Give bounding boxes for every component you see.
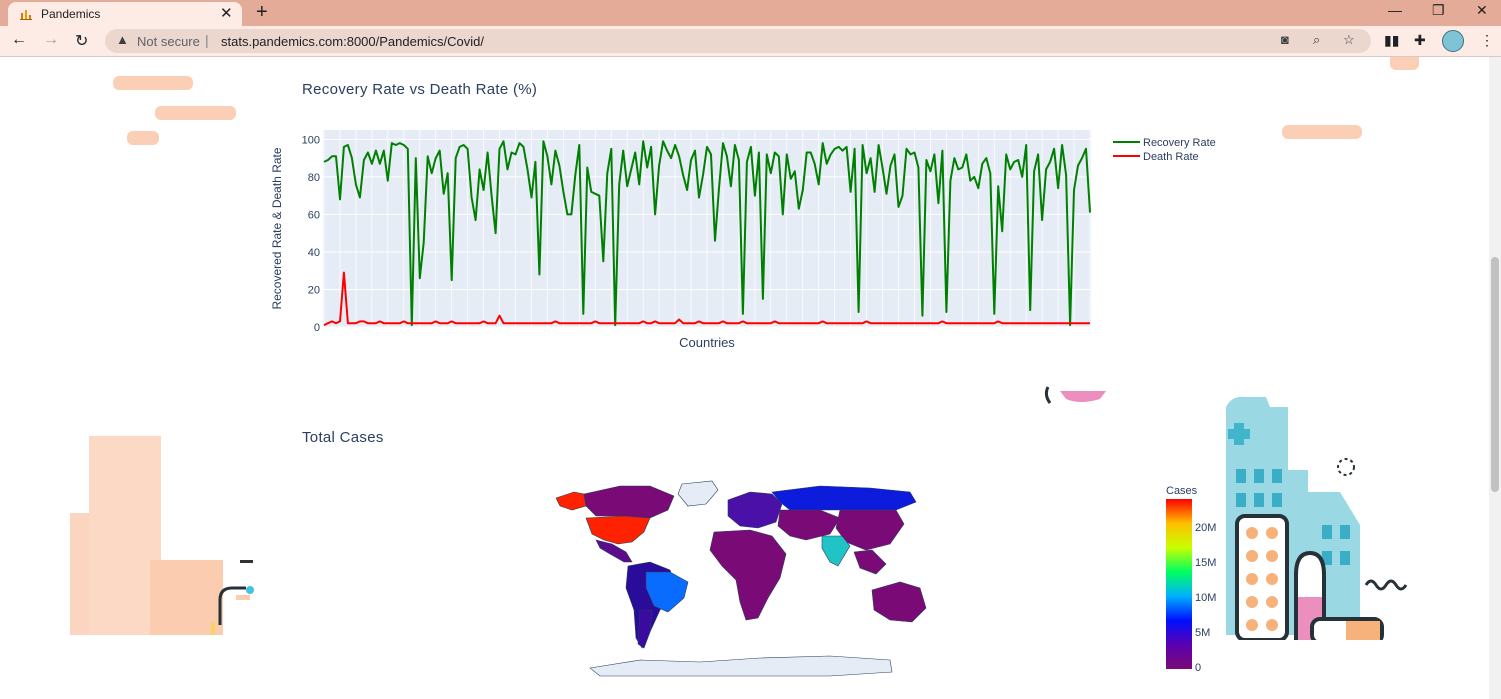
forward-icon[interactable]: → bbox=[43, 31, 59, 48]
tab-close-icon[interactable]: ✕ bbox=[220, 5, 233, 22]
decor-pill bbox=[127, 131, 159, 145]
map-region-canada[interactable] bbox=[583, 485, 675, 519]
reload-icon[interactable]: ↻ bbox=[75, 33, 89, 50]
colorbar-tick-label: 10M bbox=[1195, 592, 1217, 604]
colorbar-tick-label: 15M bbox=[1195, 557, 1217, 569]
chart-favicon-icon bbox=[20, 10, 32, 20]
map-region-southeast-asia[interactable] bbox=[853, 549, 887, 575]
y-tick-label: 60 bbox=[308, 209, 320, 221]
map-region-europe[interactable] bbox=[727, 491, 783, 529]
map-region-russia[interactable] bbox=[771, 485, 917, 511]
series-line-recovery bbox=[323, 140, 1091, 327]
y-tick-label: 0 bbox=[314, 322, 320, 334]
bookmark-star-icon[interactable]: ☆ bbox=[1343, 32, 1355, 47]
y-axis-label: Recovered Rate & Death Rate bbox=[270, 147, 284, 309]
browser-tab[interactable]: Pandemics ✕ bbox=[8, 2, 242, 26]
decor-pill bbox=[155, 106, 236, 120]
colorbar-tick-label: 20M bbox=[1195, 522, 1217, 534]
chart-title: Recovery Rate vs Death Rate (%) bbox=[302, 81, 538, 98]
warning-icon[interactable]: ▲ bbox=[116, 32, 129, 47]
colorbar-tick-label: 5M bbox=[1195, 627, 1211, 639]
y-tick-label: 80 bbox=[308, 172, 320, 184]
decor-pill bbox=[113, 76, 193, 90]
hospital-illustration bbox=[1044, 386, 1408, 640]
map-region-brazil[interactable] bbox=[645, 571, 689, 613]
map-region-usa[interactable] bbox=[585, 515, 651, 545]
url-text[interactable]: stats.pandemics.com:8000/Pandemics/Covid… bbox=[221, 34, 485, 49]
y-tick-label: 40 bbox=[308, 247, 320, 259]
tab-title: Pandemics bbox=[41, 7, 101, 21]
x-axis-label: Countries bbox=[679, 335, 735, 350]
map-region-greenland[interactable] bbox=[677, 480, 719, 507]
colorbar bbox=[1166, 499, 1192, 669]
map-region-argentina[interactable] bbox=[637, 609, 653, 649]
tab-strip: Pandemics ✕ + — ❐ ✕ bbox=[0, 0, 1501, 26]
recovery-death-line-chart[interactable]: 0 20 40 60 80 100 Countries Recovered Rate & De… bbox=[260, 120, 1240, 360]
page-scrollbar[interactable] bbox=[1489, 57, 1501, 699]
map-region-india[interactable] bbox=[821, 535, 851, 567]
camera-blocked-icon[interactable]: ◙ bbox=[1281, 32, 1289, 47]
y-tick-label: 20 bbox=[308, 284, 320, 296]
series-line-death bbox=[323, 271, 1090, 327]
y-tick-label: 100 bbox=[302, 134, 320, 146]
decor-pill bbox=[1390, 57, 1419, 70]
browser-toolbar: ← → ↻ ▲ Not secure | stats.pandemics.com… bbox=[0, 26, 1501, 57]
map-region-africa[interactable] bbox=[709, 529, 787, 621]
total-cases-world-map[interactable] bbox=[500, 470, 970, 685]
map-region-antarctica[interactable] bbox=[589, 655, 893, 677]
colorbar-title: Cases bbox=[1166, 485, 1198, 497]
menu-kebab-icon[interactable]: ⋮ bbox=[1480, 32, 1494, 48]
minimize-icon[interactable]: — bbox=[1388, 2, 1402, 18]
not-secure-label[interactable]: Not secure bbox=[137, 34, 200, 49]
window-close-icon[interactable]: ✕ bbox=[1476, 2, 1488, 18]
zoom-icon[interactable]: ⌕ bbox=[1313, 32, 1321, 47]
map-region-alaska[interactable] bbox=[555, 491, 587, 511]
extensions-puzzle-icon[interactable]: ✚ bbox=[1414, 32, 1426, 48]
profile-avatar[interactable] bbox=[1442, 30, 1464, 52]
map-title: Total Cases bbox=[302, 429, 384, 446]
map-region-australia[interactable] bbox=[871, 581, 927, 623]
omnibox-separator: | bbox=[205, 32, 209, 48]
scrollbar-thumb[interactable] bbox=[1491, 257, 1499, 492]
back-icon[interactable]: ← bbox=[11, 31, 27, 48]
buildings-illustration bbox=[70, 436, 254, 635]
colorbar-tick-label: 0 bbox=[1195, 662, 1202, 674]
legend-item: Death Rate bbox=[1143, 151, 1199, 163]
decor-pill bbox=[1282, 125, 1362, 139]
restore-icon[interactable]: ❐ bbox=[1432, 2, 1445, 18]
address-bar[interactable]: ▲ Not secure | stats.pandemics.com:8000/… bbox=[105, 29, 1371, 53]
map-region-mexico[interactable] bbox=[595, 539, 633, 563]
map-region-central-asia[interactable] bbox=[777, 509, 841, 541]
extension-bars-icon[interactable]: ▮▮ bbox=[1384, 32, 1400, 48]
map-region-east-asia[interactable] bbox=[835, 509, 905, 551]
legend-item: Recovery Rate bbox=[1143, 137, 1216, 149]
new-tab-icon[interactable]: + bbox=[256, 1, 268, 23]
